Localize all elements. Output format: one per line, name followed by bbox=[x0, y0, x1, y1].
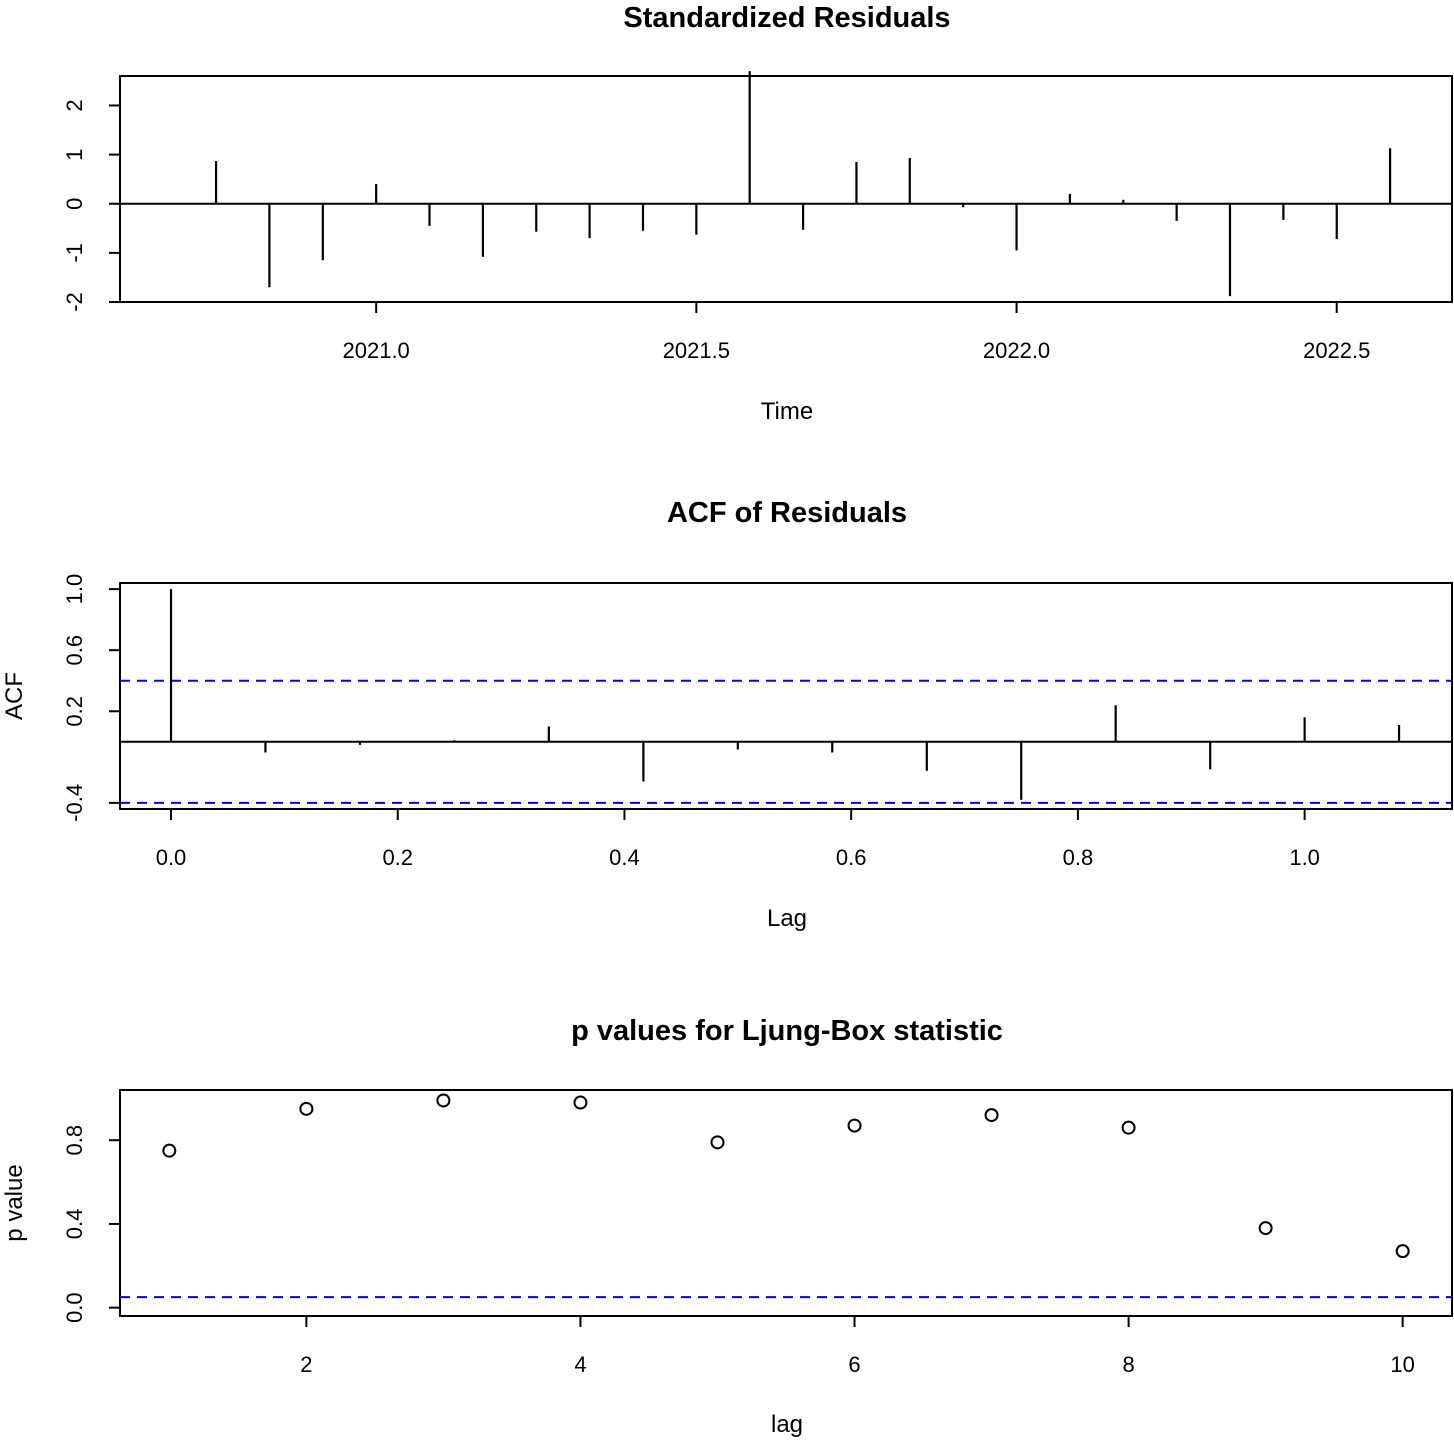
ljung-box-plot-frame bbox=[119, 1089, 1453, 1317]
ljung-box-y-tick-label: 0.4 bbox=[62, 1209, 87, 1240]
acf-x-tick-label: 1.0 bbox=[1289, 845, 1320, 870]
ljung-box-point bbox=[710, 1135, 725, 1150]
acf-y-axis-label: ACF bbox=[1, 672, 28, 720]
ljung-box-point bbox=[1395, 1244, 1410, 1259]
acf-x-tick-label: 0.8 bbox=[1063, 845, 1094, 870]
residuals-x-tick-label: 2022.0 bbox=[983, 338, 1050, 363]
ljung-box-point bbox=[162, 1143, 177, 1158]
residuals-x-axis-label: Time bbox=[761, 398, 813, 425]
ljung-box-y-axis-label: p value bbox=[1, 1164, 28, 1241]
residuals-y-tick-label: -2 bbox=[62, 292, 87, 312]
residuals-x-tick-label: 2022.5 bbox=[1303, 338, 1370, 363]
ljung-box-point bbox=[1258, 1221, 1273, 1236]
acf-title: ACF of Residuals bbox=[667, 497, 907, 529]
acf-x-tick-label: 0.4 bbox=[609, 845, 640, 870]
residuals-panel: Standardized Residuals 2021.0 2021.5 2022.0… bbox=[62, 2, 1453, 425]
ljung-box-y-tick-label: 0.8 bbox=[62, 1125, 87, 1156]
acf-x-tick-label: 0.0 bbox=[156, 845, 187, 870]
ljung-box-x-tick-label: 6 bbox=[848, 1352, 860, 1377]
ljung-box-x-tick-label: 2 bbox=[300, 1352, 312, 1377]
ljung-box-point bbox=[1121, 1120, 1136, 1135]
residuals-plot-frame bbox=[119, 75, 1453, 303]
acf-panel: ACF of Residuals 0.0 0.2 0.4 0.6 0.8 1.0 -0.4 0.… bbox=[1, 497, 1453, 932]
ljung-box-point bbox=[573, 1095, 588, 1110]
residuals-y-tick-label: 2 bbox=[62, 99, 87, 111]
ljung-box-point bbox=[984, 1108, 999, 1123]
acf-x-tick-label: 0.2 bbox=[382, 845, 413, 870]
ljung-box-y-tick-label: 0.0 bbox=[62, 1292, 87, 1323]
acf-x-tick-label: 0.6 bbox=[836, 845, 867, 870]
ljung-box-x-tick-label: 10 bbox=[1390, 1352, 1414, 1377]
residuals-x-tick-label: 2021.0 bbox=[343, 338, 410, 363]
acf-y-tick-label: 0.6 bbox=[62, 635, 87, 666]
ljung-box-x-axis-label: lag bbox=[771, 1411, 803, 1438]
residuals-title: Standardized Residuals bbox=[623, 2, 950, 34]
ljung-box-panel: p values for Ljung-Box statistic 2 4 6 8 10 0.… bbox=[1, 1015, 1453, 1438]
ljung-box-x-tick-label: 4 bbox=[574, 1352, 586, 1377]
residuals-x-tick-label: 2021.5 bbox=[663, 338, 730, 363]
residuals-y-tick-label: -1 bbox=[62, 243, 87, 263]
ljung-box-title: p values for Ljung-Box statistic bbox=[571, 1015, 1003, 1047]
acf-y-tick-label: -0.4 bbox=[62, 784, 87, 822]
acf-x-axis-label: Lag bbox=[767, 905, 807, 932]
ljung-box-point bbox=[436, 1093, 451, 1108]
acf-plot-frame bbox=[119, 582, 1453, 810]
ljung-box-point bbox=[299, 1101, 314, 1116]
residuals-y-tick-label: 1 bbox=[62, 148, 87, 160]
ljung-box-point bbox=[847, 1118, 862, 1133]
ljung-box-x-tick-label: 8 bbox=[1122, 1352, 1134, 1377]
acf-y-tick-label: 1.0 bbox=[62, 574, 87, 605]
acf-y-tick-label: 0.2 bbox=[62, 696, 87, 727]
residuals-y-tick-label: 0 bbox=[62, 198, 87, 210]
